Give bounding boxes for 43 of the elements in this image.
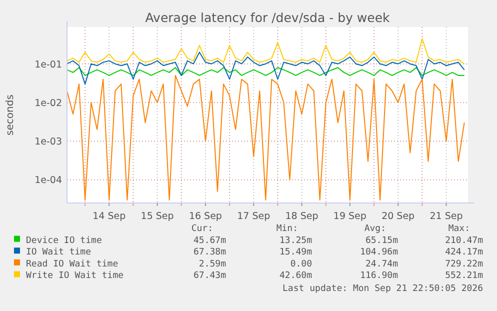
y-tick-label: 1e-01: [34, 59, 62, 70]
text: 24.74m: [365, 259, 398, 270]
legend-label: IO Wait time: [26, 248, 92, 258]
legend-label: Write IO Wait time: [26, 271, 124, 282]
legend-label: Read IO Wait time: [26, 259, 118, 270]
legend-label: Device IO time: [26, 236, 102, 246]
x-tick-label: 21 Sep: [430, 211, 463, 222]
x-tick-label: 16 Sep: [188, 211, 222, 222]
line-series: [66, 52, 465, 85]
text: 67.43m: [193, 271, 226, 282]
y-tick-label: 1e-02: [34, 98, 62, 109]
text: 42.60m: [279, 271, 312, 282]
text: 104.96m: [360, 248, 398, 258]
x-tick-label: 18 Sep: [285, 211, 318, 222]
text: 424.17m: [445, 248, 483, 258]
y-tick-label: 1e-03: [34, 136, 62, 148]
text: 0.00: [290, 259, 312, 270]
text: Avg:: [364, 224, 386, 234]
text: Cur:: [191, 224, 213, 234]
line-series: [66, 38, 465, 64]
x-tick-label: 17 Sep: [237, 211, 270, 222]
x-tick-label: 20 Sep: [382, 211, 415, 222]
text: 65.15m: [365, 236, 398, 246]
text: 15.49m: [279, 248, 312, 258]
y-tick-label: 1e-04: [34, 175, 62, 186]
x-tick-label: 15 Sep: [140, 211, 174, 222]
text: 67.38m: [193, 248, 226, 258]
text: 13.25m: [279, 236, 312, 246]
text: 2.59m: [198, 259, 226, 270]
x-tick-label: 19 Sep: [333, 211, 366, 222]
text: 729.22m: [445, 259, 483, 270]
text: 552.21m: [445, 271, 483, 282]
x-tick-label: 14 Sep: [92, 211, 126, 222]
y-axis-title: seconds: [5, 94, 16, 136]
text: 116.90m: [360, 271, 398, 282]
text: Last update: Mon Sep 21 22:50:05 2026: [282, 284, 483, 294]
text: Max:: [448, 224, 470, 234]
text: 210.47m: [445, 236, 483, 246]
line-series: [66, 67, 465, 76]
text: 45.67m: [193, 236, 226, 246]
text: Min:: [276, 224, 298, 234]
line-series: [66, 74, 465, 200]
chart-title: Average latency for /dev/sda - by week: [145, 10, 391, 25]
